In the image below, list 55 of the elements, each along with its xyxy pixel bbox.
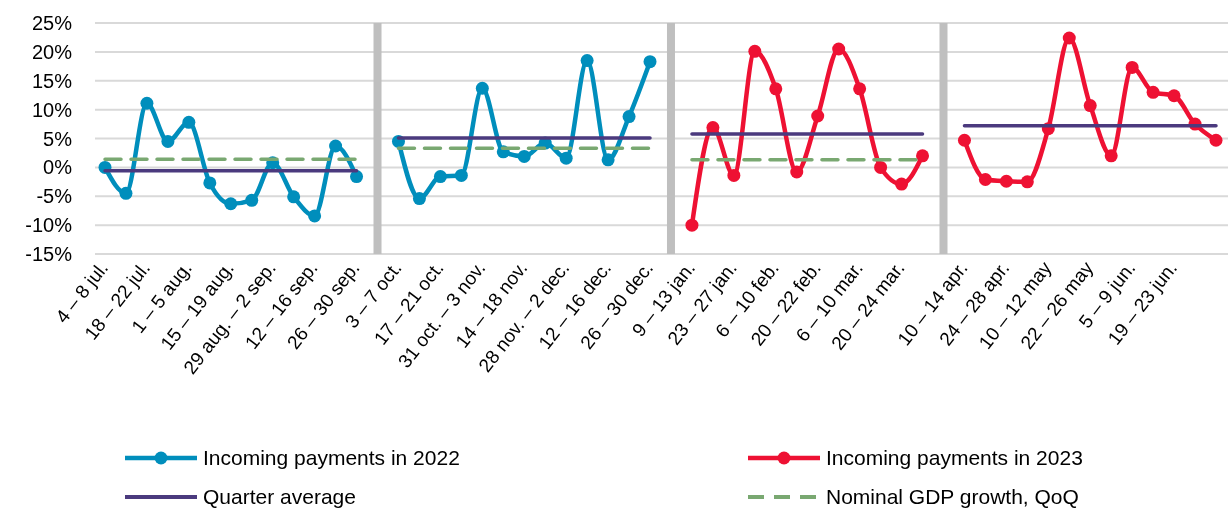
- point: [853, 82, 867, 96]
- point: [643, 55, 657, 69]
- point: [1146, 85, 1160, 99]
- point: [1020, 175, 1034, 189]
- point: [790, 165, 804, 179]
- point: [1125, 60, 1139, 74]
- point: [245, 193, 259, 207]
- point: [874, 160, 888, 174]
- point: [957, 133, 971, 147]
- point: [182, 115, 196, 129]
- point: [916, 149, 930, 163]
- point: [308, 209, 322, 223]
- legend-label: Incoming payments in 2023: [826, 446, 1083, 470]
- point: [1167, 89, 1181, 103]
- point: [811, 109, 825, 123]
- point: [161, 134, 175, 148]
- y-tick-label: 20%: [31, 40, 73, 63]
- y-tick-label: -10%: [25, 214, 73, 237]
- point: [329, 139, 343, 153]
- point: [119, 186, 133, 200]
- y-tick-label: 25%: [31, 12, 73, 34]
- point: [412, 192, 426, 206]
- point: [140, 96, 154, 110]
- legend-label: Nominal GDP growth, QoQ: [826, 485, 1079, 509]
- legend-label: Quarter average: [203, 485, 356, 509]
- point: [727, 168, 741, 182]
- point: [224, 197, 238, 211]
- point: [517, 149, 531, 163]
- point: [601, 153, 615, 167]
- point: [454, 168, 468, 182]
- point: [769, 82, 783, 96]
- point: [622, 110, 636, 124]
- y-tick-label: -5%: [36, 185, 73, 208]
- y-tick-label: 10%: [31, 98, 73, 121]
- y-tick-label: 5%: [43, 127, 73, 150]
- point: [1083, 99, 1097, 113]
- point: [203, 176, 217, 190]
- y-tick-label: -15%: [25, 243, 73, 265]
- point: [685, 218, 699, 232]
- point: [580, 54, 594, 68]
- point: [475, 81, 489, 95]
- point: [1104, 149, 1118, 163]
- point: [748, 44, 762, 58]
- point: [433, 170, 447, 184]
- point: [1062, 31, 1076, 45]
- y-tick-label: 0%: [43, 156, 73, 179]
- point: [999, 174, 1013, 188]
- point: [832, 42, 846, 56]
- point: [559, 151, 573, 165]
- point: [1209, 133, 1223, 147]
- point: [895, 177, 909, 191]
- y-tick-label: 15%: [31, 69, 73, 92]
- legend-label: Incoming payments in 2022: [203, 446, 460, 470]
- point: [978, 173, 992, 186]
- point: [287, 190, 301, 204]
